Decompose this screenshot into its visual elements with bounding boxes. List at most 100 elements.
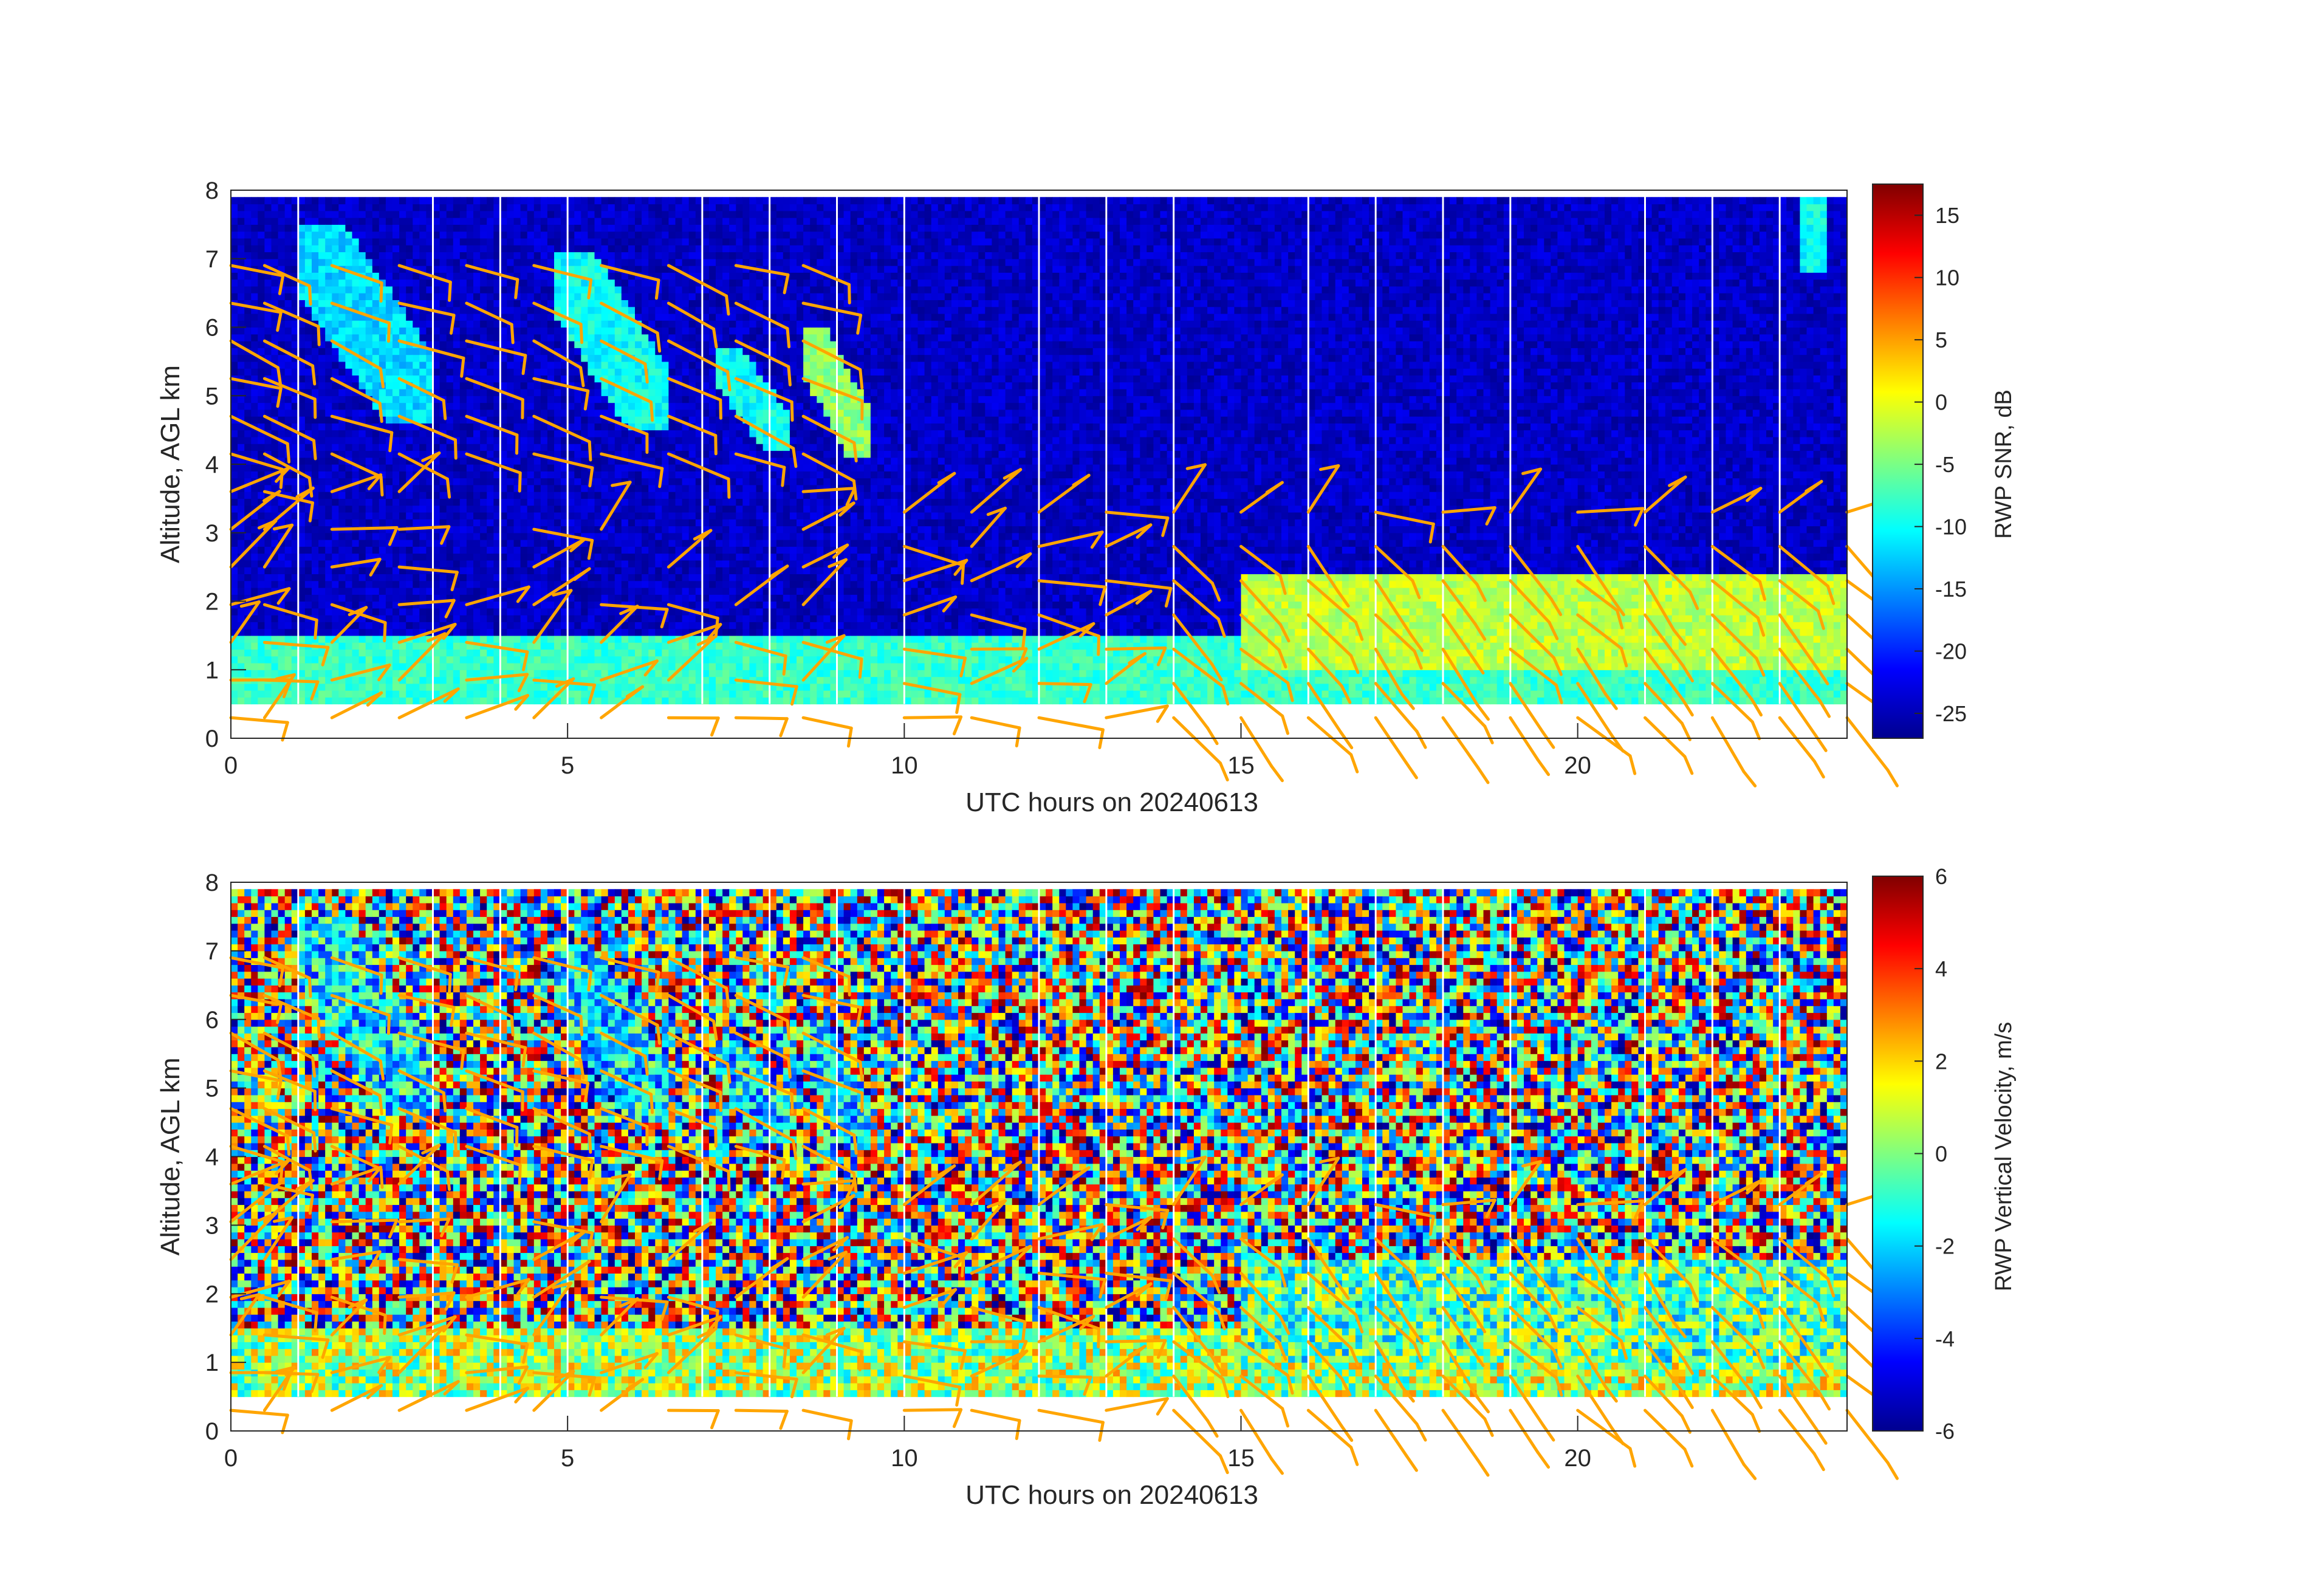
heatmap-cell bbox=[507, 362, 514, 369]
heatmap-cell bbox=[440, 498, 447, 506]
heatmap-cell bbox=[648, 218, 656, 225]
heatmap-cell bbox=[372, 540, 380, 547]
heatmap-cell bbox=[534, 492, 541, 499]
heatmap-cell bbox=[500, 533, 507, 540]
heatmap-cell bbox=[480, 670, 487, 677]
heatmap-cell bbox=[406, 622, 413, 629]
heatmap-cell bbox=[231, 389, 238, 396]
heatmap-cell bbox=[527, 204, 535, 211]
heatmap-cell bbox=[352, 690, 360, 698]
heatmap-cell bbox=[386, 218, 393, 225]
heatmap-cell bbox=[298, 238, 306, 245]
heatmap-cell bbox=[419, 375, 427, 382]
heatmap-cell bbox=[628, 581, 636, 588]
heatmap-cell bbox=[514, 608, 521, 616]
heatmap-cell bbox=[615, 280, 622, 287]
heatmap-cell bbox=[325, 615, 332, 622]
heatmap-cell bbox=[231, 663, 238, 670]
heatmap-cell bbox=[352, 498, 360, 506]
heatmap-cell bbox=[521, 300, 528, 307]
heatmap-cell bbox=[567, 608, 575, 616]
heatmap-cell bbox=[487, 368, 494, 376]
heatmap-cell bbox=[392, 232, 400, 239]
heatmap-cell bbox=[655, 320, 662, 328]
heatmap-cell bbox=[480, 533, 487, 540]
heatmap-cell bbox=[264, 437, 272, 444]
heatmap-cell bbox=[642, 197, 649, 204]
heatmap-cell bbox=[581, 485, 588, 492]
heatmap-cell bbox=[345, 656, 352, 664]
heatmap-cell bbox=[312, 389, 319, 396]
heatmap-cell bbox=[500, 506, 507, 513]
heatmap-cell bbox=[392, 362, 400, 369]
heatmap-cell bbox=[480, 478, 487, 485]
heatmap-cell bbox=[581, 314, 588, 321]
heatmap-cell bbox=[648, 615, 656, 622]
heatmap-cell bbox=[372, 451, 380, 458]
heatmap-cell bbox=[399, 498, 406, 506]
heatmap-cell bbox=[595, 430, 602, 437]
heatmap-cell bbox=[547, 252, 555, 259]
heatmap-cell bbox=[642, 416, 649, 424]
heatmap-cell bbox=[534, 328, 541, 335]
heatmap-cell bbox=[433, 492, 440, 499]
heatmap-cell bbox=[338, 362, 346, 369]
heatmap-cell bbox=[480, 615, 487, 622]
heatmap-cell bbox=[298, 554, 306, 561]
heatmap-cell bbox=[366, 266, 373, 273]
heatmap-cell bbox=[372, 636, 380, 643]
heatmap-cell bbox=[473, 362, 481, 369]
heatmap-cell bbox=[635, 238, 642, 245]
heatmap-cell bbox=[372, 341, 380, 348]
heatmap-cell bbox=[278, 204, 286, 211]
heatmap-cell bbox=[628, 677, 636, 684]
heatmap-cell bbox=[433, 197, 440, 204]
heatmap-cell bbox=[345, 218, 352, 225]
heatmap-cell bbox=[473, 197, 481, 204]
heatmap-cell bbox=[453, 512, 461, 520]
heatmap-cell bbox=[345, 602, 352, 609]
heatmap-cell bbox=[359, 328, 366, 335]
heatmap-cell bbox=[258, 649, 265, 656]
heatmap-cell bbox=[467, 670, 474, 677]
heatmap-cell bbox=[447, 560, 454, 568]
heatmap-cell bbox=[581, 526, 588, 533]
heatmap-cell bbox=[602, 608, 609, 616]
heatmap-cell bbox=[258, 389, 265, 396]
heatmap-cell bbox=[298, 368, 306, 376]
heatmap-cell bbox=[668, 540, 676, 547]
heatmap-cell bbox=[534, 485, 541, 492]
heatmap-cell bbox=[554, 560, 561, 568]
heatmap-cell bbox=[272, 629, 279, 636]
heatmap-cell bbox=[588, 245, 595, 252]
heatmap-cell bbox=[440, 197, 447, 204]
heatmap-cell bbox=[251, 252, 258, 259]
heatmap-cell bbox=[622, 368, 629, 376]
heatmap-cell bbox=[655, 396, 662, 403]
heatmap-cell bbox=[541, 567, 548, 574]
heatmap-cell bbox=[668, 396, 676, 403]
heatmap-cell bbox=[318, 403, 326, 410]
heatmap-cell bbox=[467, 368, 474, 376]
heatmap-cell bbox=[231, 498, 238, 506]
heatmap-cell bbox=[338, 368, 346, 376]
heatmap-cell bbox=[453, 663, 461, 670]
heatmap-cell bbox=[662, 211, 669, 218]
heatmap-cell bbox=[345, 314, 352, 321]
heatmap-cell bbox=[298, 403, 306, 410]
heatmap-cell bbox=[554, 437, 561, 444]
heatmap-cell bbox=[615, 272, 622, 280]
heatmap-cell bbox=[379, 197, 386, 204]
heatmap-cell bbox=[298, 211, 306, 218]
heatmap-cell bbox=[238, 437, 245, 444]
heatmap-cell bbox=[251, 293, 258, 300]
heatmap-cell bbox=[258, 615, 265, 622]
heatmap-cell bbox=[325, 594, 332, 602]
heatmap-cell bbox=[433, 320, 440, 328]
heatmap-cell bbox=[595, 204, 602, 211]
heatmap-cell bbox=[521, 642, 528, 650]
heatmap-cell bbox=[554, 280, 561, 287]
heatmap-cell bbox=[615, 224, 622, 232]
heatmap-cell bbox=[399, 430, 406, 437]
heatmap-cell bbox=[602, 540, 609, 547]
